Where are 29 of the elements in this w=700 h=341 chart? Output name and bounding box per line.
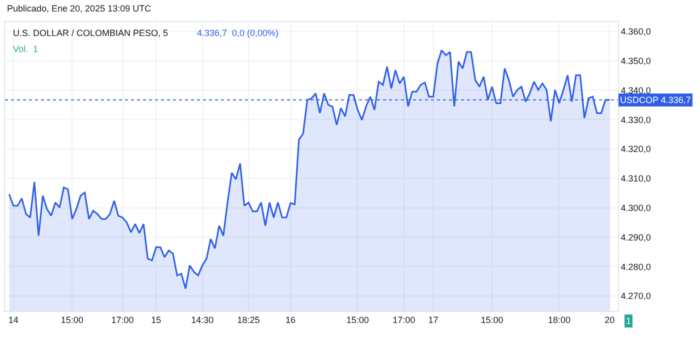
y-tick-label: 4.350,0 [620, 56, 651, 66]
x-tick-label: 15:00 [480, 314, 504, 325]
y-tick-label: 4.310,0 [620, 174, 651, 184]
y-tick-label: 4.320,0 [620, 144, 651, 154]
text: U.S. DOLLAR / COLOMBIAN PESO, 5 [13, 28, 168, 38]
text: 1 [626, 316, 632, 326]
ref-line-label: USDCOP 4.336,7 [620, 95, 691, 105]
y-tick-label: 4.290,0 [620, 232, 651, 242]
x-tick-label: 17:00 [111, 314, 134, 325]
y-tick-label: 4.330,0 [620, 114, 651, 125]
y-tick-label: 4.280,0 [620, 262, 651, 272]
x-tick-label: 14 [8, 314, 18, 325]
x-tick-label: 18:25 [237, 314, 260, 325]
annotation: 4.336,7 0,0 (0,00%) [197, 28, 279, 38]
x-tick-label: 16 [286, 314, 296, 325]
y-tick-label: 4.360,0 [620, 26, 651, 37]
chart-title: Publicado, Ene 20, 2025 13:09 UTC [7, 3, 152, 14]
x-tick-label: 20 [604, 314, 615, 325]
y-tick-label: 4.300,0 [620, 202, 651, 213]
x-tick-label: 17 [428, 314, 438, 325]
x-tick-label: 15:00 [60, 314, 84, 325]
y-tick-label: 4.270,0 [620, 291, 651, 302]
x-tick-label: 15 [151, 314, 162, 325]
y-tick-label: 4.340,0 [620, 85, 651, 96]
annotation: Vol. 1 [13, 44, 38, 54]
x-tick-label: 18:00 [548, 314, 570, 325]
x-tick-label: 17:00 [392, 314, 416, 325]
x-tick-label: 15:00 [346, 314, 369, 325]
x-tick-label: 14:30 [191, 314, 214, 325]
